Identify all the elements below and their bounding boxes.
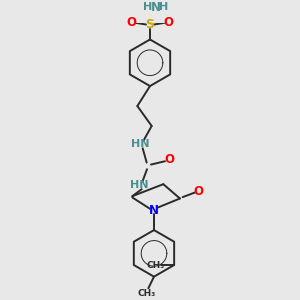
Text: H: H <box>143 2 152 12</box>
Text: O: O <box>127 16 137 29</box>
Text: S: S <box>146 18 154 31</box>
Text: CH₃: CH₃ <box>137 289 156 298</box>
Text: H: H <box>159 2 168 12</box>
Text: CH₃: CH₃ <box>147 260 165 269</box>
Text: HN: HN <box>131 139 149 149</box>
Text: N: N <box>151 1 161 14</box>
Text: O: O <box>163 16 173 29</box>
Text: O: O <box>193 185 203 198</box>
Text: N: N <box>149 204 159 217</box>
Text: HN: HN <box>130 180 148 190</box>
Text: O: O <box>164 153 174 167</box>
